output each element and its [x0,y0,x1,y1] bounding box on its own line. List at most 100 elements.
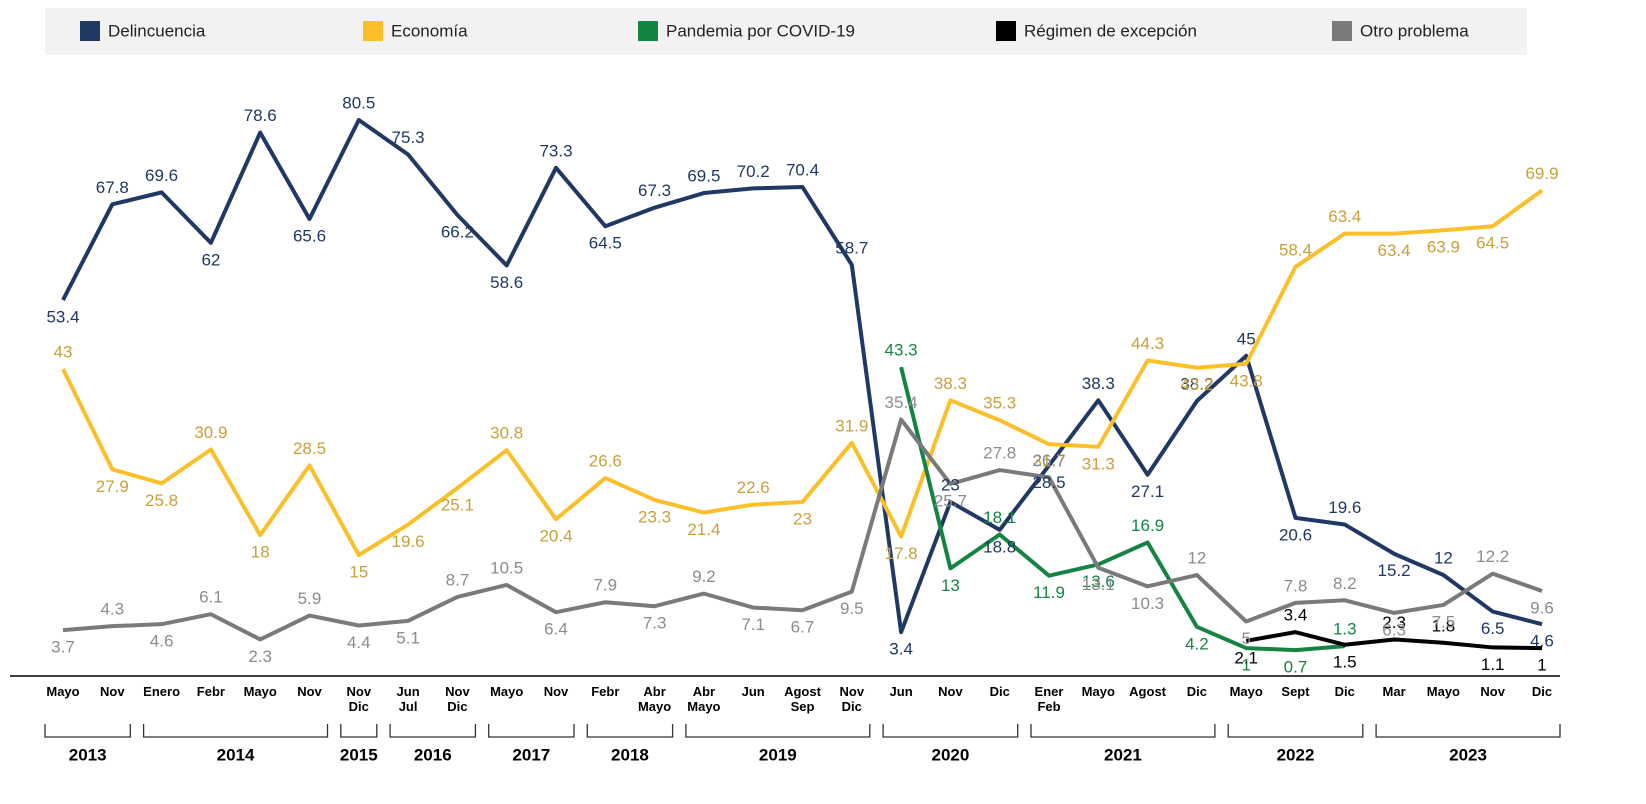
year-label: 2020 [931,745,969,764]
series-line [62,417,1543,642]
x-tick-label: Nov [1480,684,1505,699]
data-label: 38.3 [1082,374,1115,393]
data-label: 19.6 [392,532,425,551]
data-label: 3.4 [889,640,913,659]
data-label: 6.5 [1481,619,1505,638]
data-label: 7.3 [643,614,667,633]
series-line [899,366,1345,653]
data-label: 69.6 [145,166,178,185]
year-label: 2013 [69,745,107,764]
data-label: 7.9 [593,576,617,595]
legend-bg [45,8,1527,55]
x-tick-label: Mayo [490,684,524,699]
data-label: 22.6 [737,478,770,497]
x-tick-label: Dic [1334,684,1355,699]
data-label: 10.5 [490,558,523,577]
data-label: 31.9 [835,416,868,435]
year-bracket [882,724,1019,738]
data-label: 12 [1434,549,1453,568]
year-bracket [488,724,575,738]
legend-label: Delincuencia [108,21,206,40]
data-label: 38.3 [934,374,967,393]
data-label: 35.3 [983,394,1016,413]
x-tick-label: Mayo [1426,684,1460,699]
legend-swatch [1332,21,1352,41]
year-label: 2016 [414,745,452,764]
data-label: 1.1 [1481,655,1505,674]
x-tick-label: Dic [1186,684,1207,699]
data-label: 53.4 [46,307,79,326]
data-label: 19.6 [1328,498,1361,517]
data-label: 25.1 [441,495,474,514]
data-label: 62 [201,250,220,269]
data-label: 80.5 [342,93,375,112]
data-label: 31.7 [1032,452,1065,471]
x-tick-label: Nov Dic [445,684,470,714]
x-tick-label: Mayo [243,684,277,699]
data-label: 63.4 [1328,207,1361,226]
data-label: 35.4 [885,393,918,412]
legend-swatch [363,21,383,41]
x-tick-label: Nov [100,684,125,699]
data-label: 17.8 [885,544,918,563]
x-tick-label: Nov [543,684,569,699]
year-bracket [1375,724,1561,738]
series-line [1245,630,1543,651]
year-bracket [389,724,477,738]
year-label: 2014 [217,745,255,764]
legend-swatch [638,21,658,41]
data-label: 11.9 [1033,583,1065,602]
data-label: 6.3 [1382,620,1406,639]
data-label: 8.7 [446,570,470,589]
x-tick-label: Mayo [1229,684,1263,699]
series-line [61,188,1544,558]
data-label: 13 [941,576,960,595]
data-label: 30.9 [194,423,227,442]
data-label: 2.1 [1234,648,1258,667]
data-label: 67.8 [96,178,129,197]
x-tick-label: Nov Dic [346,684,372,714]
x-tick-label: Enero [143,684,181,699]
year-bracket [340,724,378,738]
series-line [61,117,1543,635]
year-bracket [1030,724,1216,738]
data-label: 4.4 [347,633,371,652]
data-label: 7.5 [1432,612,1456,631]
data-label: 8.2 [1333,574,1357,593]
data-label: 1 [1241,656,1250,675]
x-tick-label: Sept [1281,684,1310,699]
x-tick-label: Mayo [46,684,80,699]
data-label: 3.4 [1284,606,1308,625]
x-tick-label: Agost [1129,684,1167,699]
data-label: 64.5 [1476,234,1509,253]
data-label: 0.7 [1284,658,1308,677]
legend-swatch [80,21,100,41]
legend-label: Otro problema [1360,21,1469,40]
year-bracket [1227,724,1364,738]
x-tick-label: Jun [889,684,913,699]
legend-label: Régimen de excepción [1024,21,1197,40]
data-label: 70.4 [786,161,819,180]
legend-label: Pandemia por COVID-19 [666,21,855,40]
x-tick-label: Mar [1382,684,1406,699]
data-label: 26.6 [589,452,622,471]
year-bracket [142,724,329,738]
x-tick-label: Jun [741,684,765,699]
data-label: 13.1 [1082,575,1115,594]
data-label: 1.5 [1333,652,1357,671]
data-label: 30.8 [490,424,523,443]
data-label: 44.3 [1131,334,1164,353]
x-tick-label: Febr [591,684,620,699]
data-label: 27.1 [1131,482,1164,501]
data-label: 65.6 [293,226,326,245]
x-tick-label: Agost Sep [784,684,821,714]
data-label: 45 [1237,329,1256,348]
data-label: 9.6 [1530,598,1554,617]
year-label: 2019 [759,745,797,764]
year-label: 2021 [1104,745,1142,764]
data-label: 67.3 [638,181,671,200]
year-label: 2022 [1277,745,1315,764]
data-label: 12.2 [1476,547,1509,566]
data-label: 28.5 [293,439,326,458]
